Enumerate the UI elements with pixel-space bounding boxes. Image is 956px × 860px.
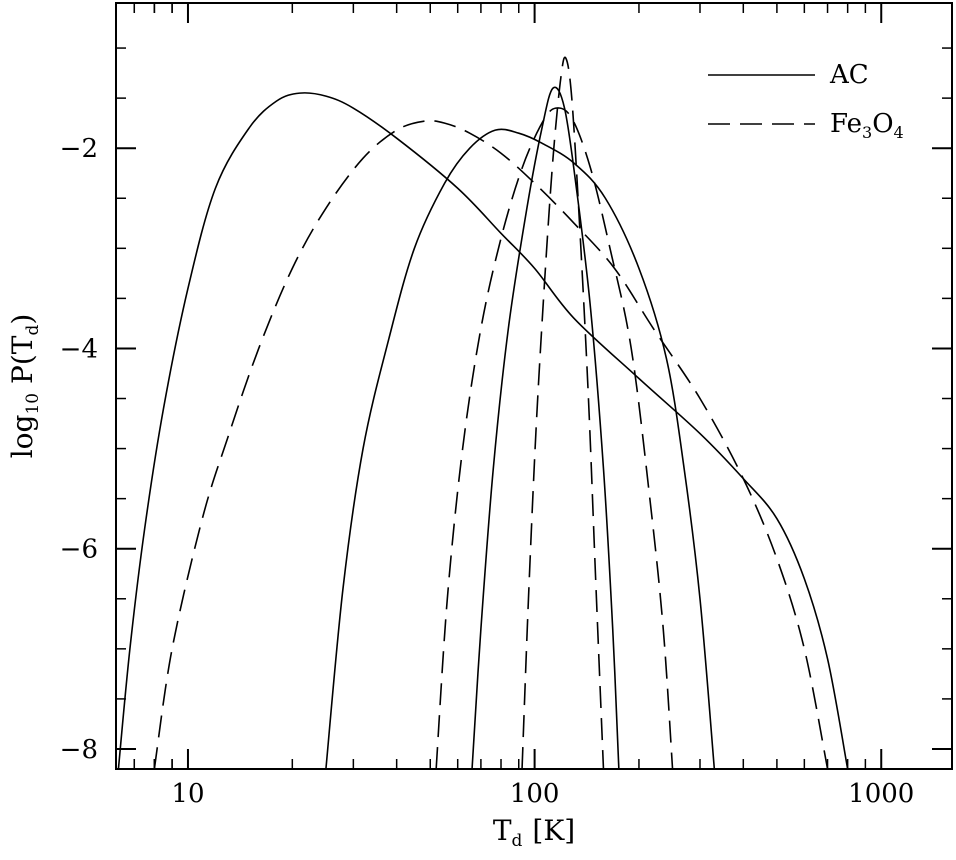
curve-fe3o4-2: [153, 119, 829, 770]
curve-fe3o4-4: [435, 107, 674, 770]
x-axis-label: Td [K]: [493, 814, 575, 851]
y-axis-label-close: ): [6, 314, 39, 325]
y-axis-label-log: log: [6, 414, 39, 458]
legend-label-fe3o4: Fe3O4: [830, 109, 904, 142]
legend-fe: Fe: [830, 109, 862, 139]
curve-ac-5: [471, 86, 620, 770]
x-axis-label-unit: [K]: [532, 814, 575, 847]
y-tick-label: −2: [60, 134, 98, 164]
y-axis-label-p: P(T: [6, 335, 39, 393]
y-tick-label: −6: [60, 535, 98, 565]
axis-ticks: [116, 3, 952, 769]
x-tick-label: 1000: [848, 779, 914, 809]
y-tick-label: −4: [60, 334, 98, 364]
x-axis-label-sub: d: [512, 831, 523, 851]
legend-sub-3: 3: [862, 123, 872, 142]
legend: AC Fe3O4: [708, 60, 904, 142]
legend-o: O: [872, 109, 893, 139]
x-tick-label: 10: [171, 779, 204, 809]
x-axis-label-main: T: [493, 814, 512, 847]
curve-ac-1: [117, 92, 849, 770]
y-axis-label-sub: 10: [23, 393, 43, 415]
data-curves: [117, 56, 849, 770]
y-axis-label-p-sub: d: [23, 325, 43, 336]
y-tick-label: −8: [60, 735, 98, 765]
tick-labels: 10 100 1000 −8 −6 −4 −2: [60, 134, 915, 809]
curve-fe3o4-6: [521, 56, 605, 770]
legend-label-ac: AC: [829, 60, 869, 90]
y-axis-label: log10 P(Td): [6, 314, 43, 459]
legend-sub-4: 4: [894, 123, 904, 142]
x-tick-label: 100: [510, 779, 560, 809]
curve-ac-3: [325, 128, 716, 770]
